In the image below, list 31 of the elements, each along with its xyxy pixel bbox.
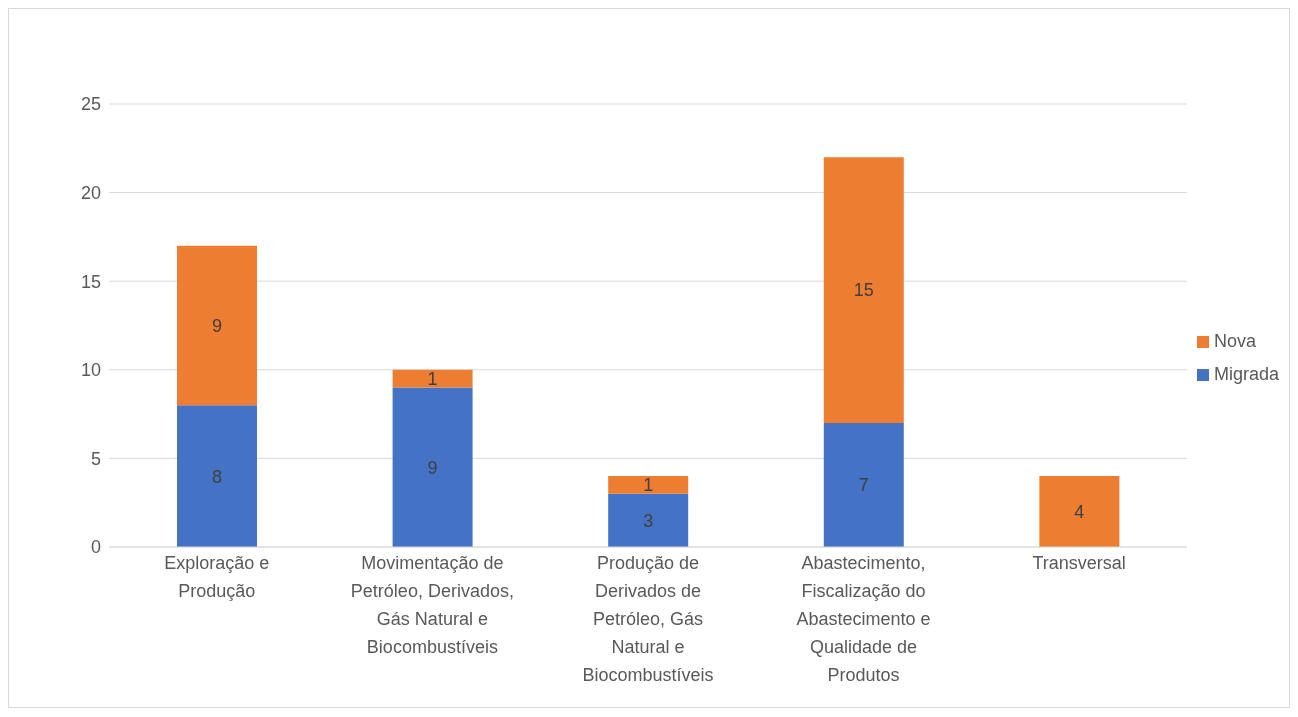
data-label: 4 <box>1074 501 1085 522</box>
x-tick-label: Abastecimento, Fiscalização do Abastecimento e Qualidade de Produtos <box>796 553 931 685</box>
data-label: 15 <box>853 280 874 301</box>
y-tick-label: 10 <box>80 360 101 381</box>
bar <box>823 157 904 423</box>
bar <box>823 422 904 547</box>
data-label: 7 <box>858 475 869 496</box>
data-label: 9 <box>211 315 223 336</box>
legend-label: Nova <box>1213 331 1256 352</box>
legend-label: Migrada <box>1213 364 1279 385</box>
bar <box>177 245 257 406</box>
data-label: 1 <box>643 475 654 496</box>
x-tick-label: Transversal <box>1032 553 1126 573</box>
bar <box>392 369 473 388</box>
bar <box>608 476 689 494</box>
data-label: 1 <box>427 369 438 390</box>
y-tick-label: 5 <box>90 448 101 469</box>
y-tick-label: 20 <box>80 182 101 203</box>
x-tick-label: Produção de Derivados de Petróleo, Gás Natural e Biocombustíveis <box>582 553 714 685</box>
x-tick-label: Movimentação de Petróleo, Derivados, Gás Natural e Biocombustíveis <box>350 553 514 657</box>
y-tick-label: 15 <box>80 271 101 292</box>
bar <box>1039 476 1120 547</box>
data-label: 8 <box>211 466 223 487</box>
bar <box>608 493 689 547</box>
bar <box>177 405 257 547</box>
y-tick-label: 25 <box>80 94 101 115</box>
data-label: 3 <box>643 510 654 531</box>
x-tick-label: Exploração e Produção <box>164 553 270 601</box>
y-tick-label: 0 <box>90 537 101 558</box>
data-label: 9 <box>427 457 438 478</box>
bar <box>392 387 473 547</box>
